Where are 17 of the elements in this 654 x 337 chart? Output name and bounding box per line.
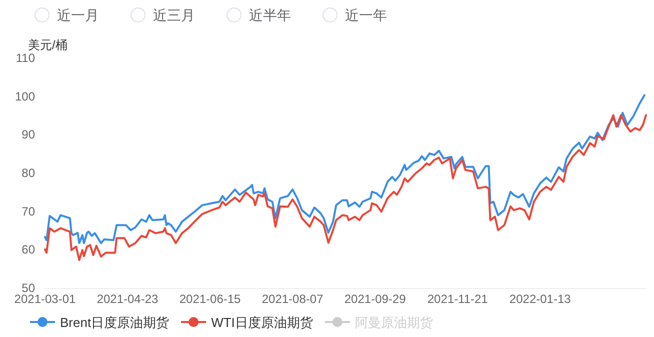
legend-label: WTI日度原油期货 — [211, 315, 313, 330]
y-tick-label: 60 — [22, 242, 36, 257]
x-tick-label: 2021-11-21 — [427, 292, 488, 306]
x-tick-label: 2021-09-29 — [344, 292, 406, 306]
x-tick-label: 2021-04-23 — [96, 292, 159, 306]
legend-label: Brent日度原油期货 — [60, 315, 170, 330]
y-tick-label: 100 — [14, 89, 36, 104]
y-tick-label: 110 — [16, 51, 36, 65]
y-tick-label: 70 — [22, 204, 36, 218]
x-tick-label: 2022-01-13 — [509, 292, 572, 306]
y-axis-title: 美元/桶 — [28, 38, 68, 52]
y-tick-label: 50 — [22, 281, 36, 295]
x-tick-label: 2021-06-15 — [179, 292, 242, 306]
y-tick-label: 90 — [22, 128, 36, 142]
x-tick-label: 2021-08-07 — [262, 292, 324, 306]
x-tick-label: 2021-03-01 — [14, 292, 76, 306]
y-tick-label: 80 — [22, 166, 36, 180]
